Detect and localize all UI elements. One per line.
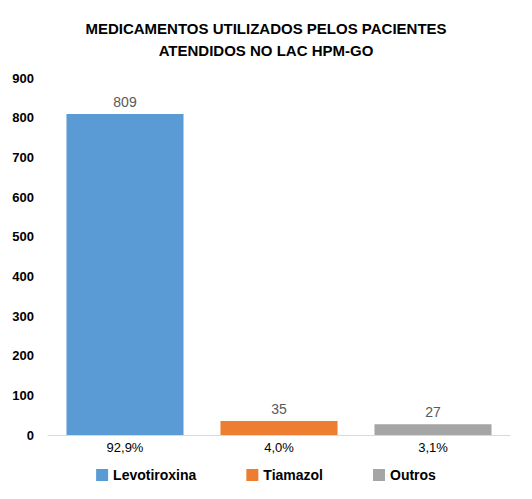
svg-text:500: 500 bbox=[12, 229, 34, 244]
svg-text:600: 600 bbox=[12, 190, 34, 205]
svg-text:35: 35 bbox=[271, 401, 287, 417]
svg-text:900: 900 bbox=[12, 71, 34, 86]
svg-text:MEDICAMENTOS UTILIZADOS PELOS: MEDICAMENTOS UTILIZADOS PELOS PACIENTES bbox=[85, 20, 446, 37]
svg-text:809: 809 bbox=[113, 94, 137, 110]
svg-text:800: 800 bbox=[12, 110, 34, 125]
svg-text:3,1%: 3,1% bbox=[418, 440, 448, 455]
svg-text:300: 300 bbox=[12, 309, 34, 324]
svg-text:27: 27 bbox=[425, 404, 441, 420]
svg-text:700: 700 bbox=[12, 150, 34, 165]
svg-text:0: 0 bbox=[27, 428, 34, 443]
svg-text:Levotiroxina: Levotiroxina bbox=[113, 467, 196, 483]
svg-text:Outros: Outros bbox=[390, 467, 436, 483]
svg-text:4,0%: 4,0% bbox=[264, 440, 294, 455]
svg-text:ATENDIDOS NO LAC HPM-GO: ATENDIDOS NO LAC HPM-GO bbox=[159, 42, 374, 59]
svg-text:400: 400 bbox=[12, 269, 34, 284]
svg-text:92,9%: 92,9% bbox=[107, 440, 144, 455]
svg-text:200: 200 bbox=[12, 348, 34, 363]
svg-text:100: 100 bbox=[12, 388, 34, 403]
svg-text:Tiamazol: Tiamazol bbox=[263, 467, 323, 483]
